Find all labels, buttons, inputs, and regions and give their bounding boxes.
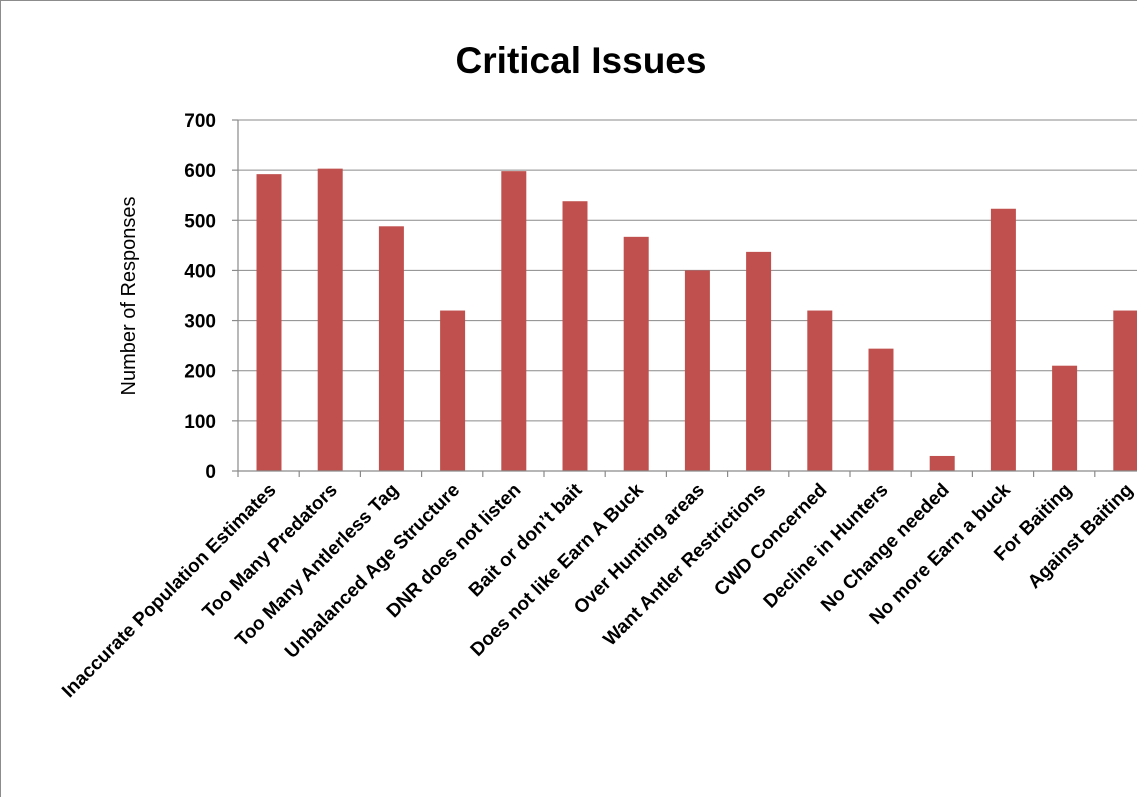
y-axis-ticks: 0 100 200 300 400 500 600 700 xyxy=(184,111,216,483)
bar xyxy=(1052,366,1077,471)
x-tick-label: Inaccurate Population Estimates xyxy=(58,480,280,702)
x-tick-label: Bait or don’t bait xyxy=(465,479,587,601)
x-tick-label: Against Baiting xyxy=(1024,480,1137,593)
bar xyxy=(440,311,465,471)
bars xyxy=(257,169,1137,471)
y-tick-label: 400 xyxy=(184,261,216,282)
bar xyxy=(563,201,588,471)
y-tick-label: 100 xyxy=(184,412,216,433)
y-tick-label: 600 xyxy=(184,161,216,182)
y-tick-label: 0 xyxy=(205,462,216,483)
bar xyxy=(807,311,832,471)
bar xyxy=(930,456,955,471)
y-tick-label: 300 xyxy=(184,312,216,333)
bar xyxy=(379,226,404,471)
y-tick-label: 700 xyxy=(184,111,216,132)
bar xyxy=(685,270,710,471)
y-tick-label: 200 xyxy=(184,362,216,383)
x-tick-label: CWD Concerned xyxy=(710,480,831,601)
chart-title: Critical Issues xyxy=(456,40,707,81)
y-tick-label: 500 xyxy=(184,211,216,232)
bar xyxy=(501,171,526,471)
bar xyxy=(1113,311,1137,471)
bar xyxy=(869,349,894,471)
bar xyxy=(624,237,649,471)
bar xyxy=(746,252,771,471)
bar xyxy=(257,174,282,471)
bar xyxy=(991,209,1016,471)
bar xyxy=(318,169,343,471)
y-axis-label: Number of Responses xyxy=(118,197,140,396)
